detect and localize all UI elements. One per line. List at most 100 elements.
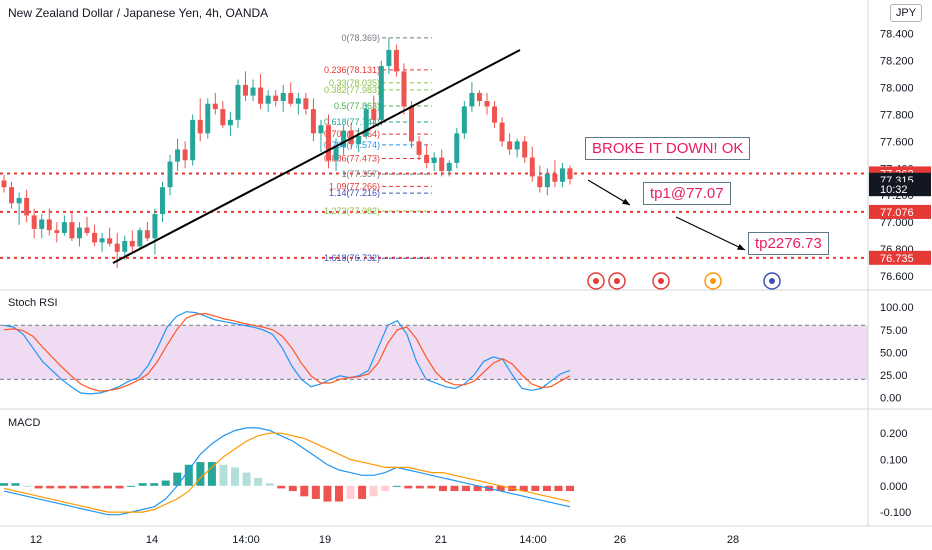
stoch-tick-label: 0.00	[880, 392, 901, 404]
event-icon-dot	[614, 278, 620, 284]
candle-body	[122, 241, 128, 252]
arrow-to-tp2-head	[737, 244, 745, 250]
candle-body	[114, 243, 120, 252]
candle-body	[273, 95, 279, 102]
fib-level-label: 0.382(77.983)	[324, 85, 380, 95]
price-label-box	[869, 250, 931, 265]
price-tick-label: 77.600	[880, 136, 914, 148]
macd-histogram-bar	[34, 485, 43, 489]
macd-histogram-bar	[531, 485, 540, 492]
macd-histogram-bar	[404, 485, 413, 489]
macd-histogram-bar	[207, 462, 216, 486]
candle-body	[439, 157, 445, 172]
candle-body	[16, 197, 22, 204]
stoch-series-line	[3, 311, 571, 395]
macd-histogram-bar	[219, 464, 228, 486]
macd-histogram-bar	[566, 485, 574, 492]
candle-body	[544, 173, 550, 188]
fib-level-label: 1.618(76.732)	[324, 253, 380, 263]
macd-histogram-bar	[542, 485, 551, 492]
time-tick-label: 12	[30, 534, 42, 546]
note-tp1[interactable]: tp1@77.07	[643, 182, 731, 205]
macd-tick-label: 0.100	[880, 454, 908, 466]
candle-body	[258, 87, 264, 104]
candle-body	[220, 109, 226, 126]
fib-level-label: 1.14(77.216)	[329, 188, 380, 198]
candle-body	[242, 84, 248, 96]
candle-body	[280, 92, 286, 102]
candle-body	[1, 180, 7, 188]
macd-histogram-bar	[427, 485, 436, 489]
fib-level-label: 0.618(77.744)	[324, 117, 380, 127]
candle-body	[190, 119, 196, 161]
price-tick-label: 77.800	[880, 109, 914, 121]
arrow-to-tp2	[675, 216, 746, 251]
candle-body	[409, 106, 415, 142]
candle-body	[129, 241, 135, 247]
macd-histogram-bar	[277, 485, 286, 489]
candle-body	[537, 176, 543, 188]
stoch-tick-label: 75.00	[880, 325, 908, 337]
candle-body	[461, 106, 467, 134]
note-broke-it-down[interactable]: BROKE IT DOWN! OK	[585, 137, 751, 160]
macd-histogram-bar	[334, 485, 343, 502]
candle-body	[235, 84, 241, 120]
candle-body	[76, 227, 82, 239]
candle-body	[567, 168, 573, 180]
fib-level-label: 0(78.369)	[341, 33, 380, 43]
macd-series-line	[3, 427, 571, 516]
candle-body	[431, 157, 437, 163]
candle-body	[159, 187, 165, 215]
macd-histogram-bar	[415, 485, 424, 489]
macd-histogram-bar	[450, 485, 459, 492]
candle-body	[303, 98, 309, 110]
macd-histogram-bar	[300, 485, 309, 497]
candle-body	[167, 161, 173, 188]
candle-body	[386, 49, 392, 67]
fib-level-label: 1.272(77.082)	[324, 206, 380, 216]
candle-body	[265, 95, 271, 104]
candle-body	[559, 168, 565, 182]
price-tick-label: 78.400	[880, 29, 914, 41]
price-label-text: 10:32	[880, 184, 908, 196]
time-tick-label: 14:00	[232, 534, 260, 546]
event-icon-dot	[658, 278, 664, 284]
price-tick-label: 77.000	[880, 217, 914, 229]
candle-body	[61, 222, 67, 233]
macd-histogram-bar	[150, 483, 159, 486]
time-tick-label: 14	[146, 534, 158, 546]
macd-tick-label: 0.200	[880, 428, 908, 440]
candle-body	[326, 125, 332, 161]
macd-histogram-bar	[438, 485, 447, 492]
macd-histogram-bar	[462, 485, 471, 492]
candle-body	[24, 197, 30, 216]
fib-level-label: 0.33(78.035)	[329, 78, 380, 88]
candle-body	[137, 230, 143, 247]
candle-body	[152, 214, 158, 239]
macd-histogram-bar	[115, 485, 124, 489]
candle-body	[46, 219, 52, 231]
price-tick-label: 78.200	[880, 56, 914, 68]
price-tick-label: 76.600	[880, 271, 914, 283]
candle-body	[341, 130, 347, 147]
macd-histogram-bar	[161, 480, 170, 486]
event-icon-dot	[710, 278, 716, 284]
note-tp2[interactable]: tp2276.73	[748, 232, 829, 255]
macd-histogram-bar	[242, 472, 251, 486]
candle-body	[476, 92, 482, 102]
candle-body	[499, 122, 505, 142]
candle-body	[514, 141, 520, 150]
macd-histogram-bar	[265, 483, 274, 486]
candle-body	[69, 222, 75, 239]
macd-histogram-bar	[254, 477, 263, 486]
time-tick-label: 14:00	[519, 534, 547, 546]
macd-histogram-bar	[381, 485, 390, 492]
candle-body	[9, 187, 15, 204]
candle-body	[39, 219, 45, 229]
fib-level-label: 1(77.357)	[341, 169, 380, 179]
currency-button[interactable]: JPY	[890, 4, 922, 22]
macd-histogram-bar	[57, 485, 66, 489]
candle-body	[333, 146, 339, 161]
stoch-tick-label: 25.00	[880, 370, 908, 382]
